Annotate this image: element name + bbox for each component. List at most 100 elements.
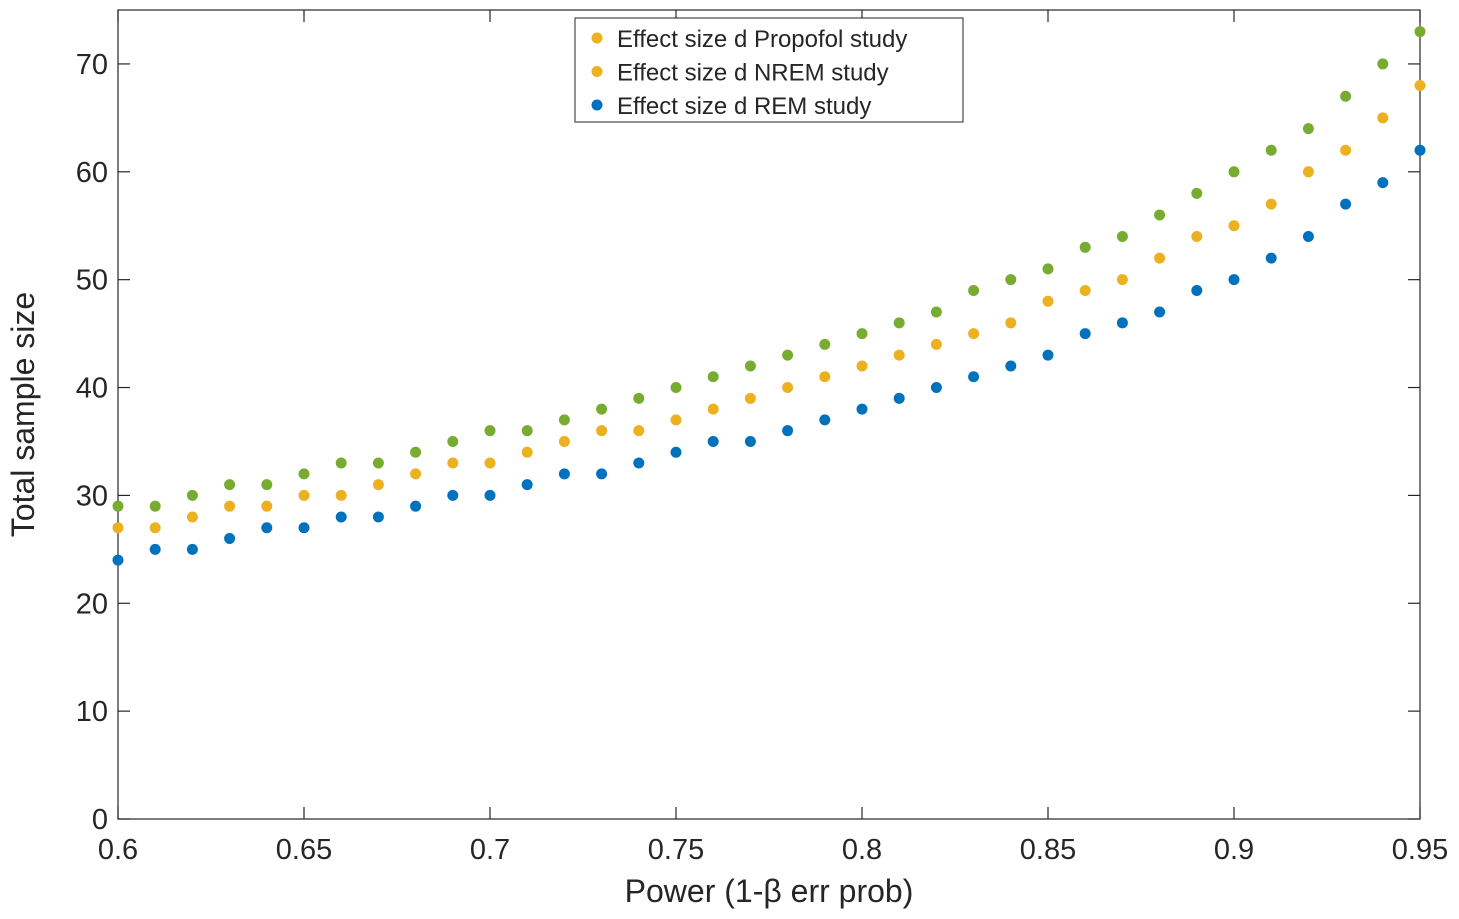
legend-marker xyxy=(591,32,603,44)
data-point xyxy=(930,338,942,350)
data-point xyxy=(596,403,608,415)
legend[interactable]: Effect size d Propofol study Effect size … xyxy=(574,17,964,123)
x-tick-label: 0.75 xyxy=(648,834,704,866)
data-point xyxy=(1302,123,1314,135)
data-point xyxy=(1079,328,1091,340)
data-point xyxy=(1116,231,1128,243)
data-point xyxy=(149,522,161,534)
data-point xyxy=(968,328,980,340)
data-point xyxy=(782,349,794,361)
data-point xyxy=(484,457,496,469)
y-axis-title: Total sample size xyxy=(5,292,41,537)
data-point xyxy=(1079,284,1091,296)
data-point xyxy=(1302,231,1314,243)
y-tick-label: 70 xyxy=(76,49,108,81)
data-point xyxy=(856,328,868,340)
legend-box xyxy=(574,17,964,123)
data-point xyxy=(1377,112,1389,124)
data-point xyxy=(1079,241,1091,253)
legend-item[interactable]: Effect size d NREM study xyxy=(591,60,889,87)
data-point xyxy=(893,349,905,361)
x-tick-label: 0.85 xyxy=(1020,834,1076,866)
data-point xyxy=(112,500,124,512)
data-point xyxy=(186,543,198,555)
legend-item[interactable]: Effect size d REM study xyxy=(591,93,872,120)
data-point xyxy=(224,500,236,512)
legend-item[interactable]: Effect size d Propofol study xyxy=(591,26,908,53)
data-point xyxy=(298,522,310,534)
data-point xyxy=(1340,90,1352,102)
data-point xyxy=(1191,231,1203,243)
legend-items: Effect size d Propofol study Effect size … xyxy=(591,26,908,120)
data-point xyxy=(298,468,310,480)
data-point xyxy=(484,425,496,437)
data-point xyxy=(893,392,905,404)
data-point xyxy=(1191,284,1203,296)
data-point xyxy=(633,425,645,437)
x-tick-label: 0.7 xyxy=(470,834,510,866)
data-point xyxy=(186,511,198,523)
x-tick-label: 0.95 xyxy=(1392,834,1448,866)
data-point xyxy=(1265,144,1277,156)
data-point xyxy=(558,435,570,447)
data-point xyxy=(261,500,273,512)
data-point xyxy=(1005,317,1017,329)
data-point xyxy=(782,425,794,437)
data-point xyxy=(372,479,384,491)
data-point xyxy=(447,489,459,501)
data-point xyxy=(1191,187,1203,199)
x-tick-label: 0.8 xyxy=(842,834,882,866)
data-point xyxy=(447,457,459,469)
data-point xyxy=(1005,274,1017,286)
data-point xyxy=(670,382,682,394)
data-point xyxy=(819,371,831,383)
data-point xyxy=(224,479,236,491)
x-tick-label: 0.9 xyxy=(1214,834,1254,866)
y-tick-label: 40 xyxy=(76,373,108,405)
data-point xyxy=(1154,209,1166,221)
legend-label: Effect size d NREM study xyxy=(617,60,889,87)
series-2 xyxy=(112,80,1426,534)
data-point xyxy=(1154,252,1166,264)
data-point xyxy=(224,533,236,545)
data-point xyxy=(410,468,422,480)
data-point xyxy=(670,446,682,458)
legend-marker xyxy=(591,99,603,111)
data-point xyxy=(112,522,124,534)
data-point xyxy=(521,479,533,491)
y-tick-label: 0 xyxy=(92,804,108,836)
data-point xyxy=(1154,306,1166,318)
data-point xyxy=(707,403,719,415)
data-point xyxy=(1228,274,1240,286)
y-tick-label: 30 xyxy=(76,480,108,512)
data-point xyxy=(1042,295,1054,307)
data-point xyxy=(1042,349,1054,361)
data-point xyxy=(410,500,422,512)
data-point xyxy=(596,425,608,437)
data-point xyxy=(670,414,682,426)
data-point xyxy=(1414,80,1426,92)
x-axis-title: Power (1-β err prob) xyxy=(625,873,914,909)
data-point xyxy=(1414,26,1426,38)
data-point xyxy=(186,489,198,501)
data-point xyxy=(1377,177,1389,189)
plot-area: 0.6 0.65 0.7 0.75 0.8 0.85 0.9 0.95 0 10 20 30 40 50… xyxy=(76,9,1448,866)
data-point xyxy=(1116,317,1128,329)
data-point xyxy=(112,554,124,566)
data-point xyxy=(1377,58,1389,70)
data-point xyxy=(521,425,533,437)
data-point xyxy=(261,479,273,491)
x-tick-label: 0.6 xyxy=(98,834,138,866)
x-tick-label: 0.65 xyxy=(276,834,332,866)
series-1 xyxy=(112,26,1426,512)
y-tick-label: 60 xyxy=(76,157,108,189)
data-point xyxy=(1340,144,1352,156)
legend-marker xyxy=(591,66,603,77)
data-point xyxy=(1116,274,1128,286)
data-points xyxy=(112,26,1426,566)
data-point xyxy=(856,360,868,372)
legend-label: Effect size d REM study xyxy=(617,93,871,120)
data-point xyxy=(930,306,942,318)
data-point xyxy=(744,360,756,372)
